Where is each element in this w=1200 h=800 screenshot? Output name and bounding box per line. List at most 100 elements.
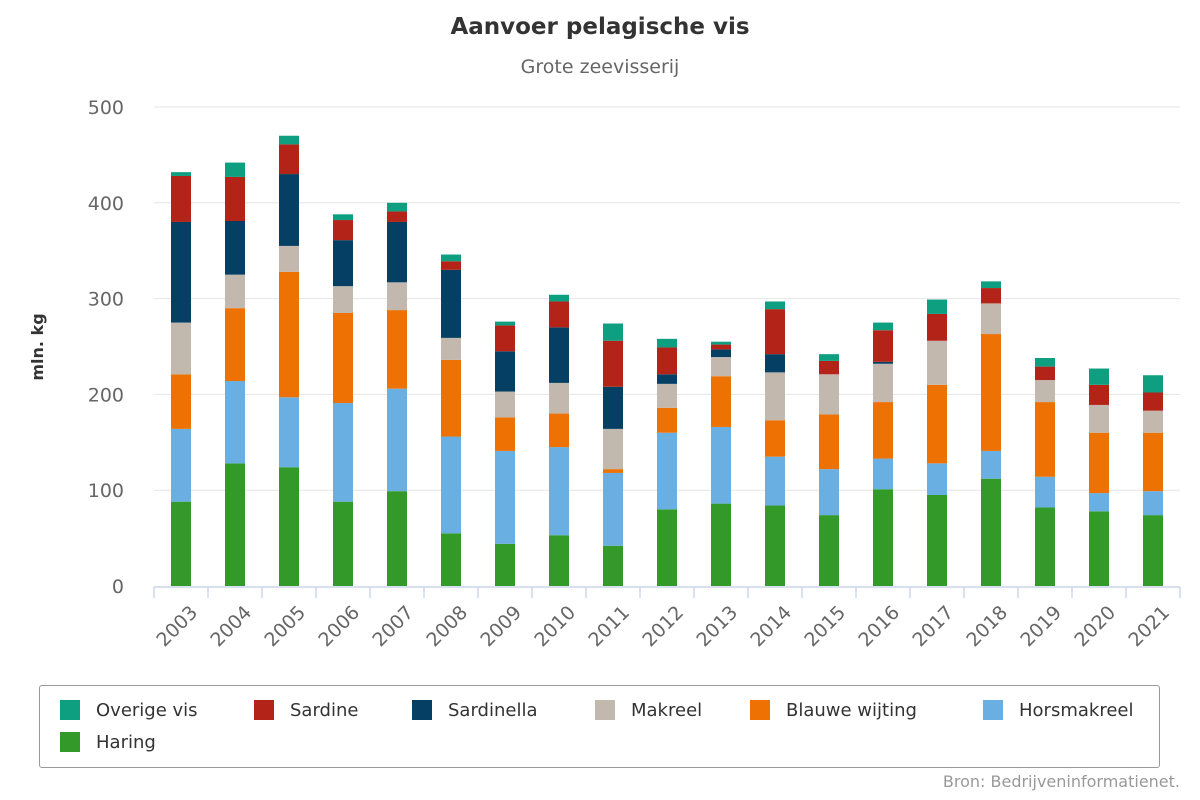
bar-segment[interactable]: [927, 494, 947, 586]
bar-segment[interactable]: [1089, 404, 1109, 433]
legend-item[interactable]: Haring: [60, 730, 156, 754]
bar-segment[interactable]: [225, 221, 245, 275]
bar-segment[interactable]: [1143, 392, 1163, 411]
bar-segment[interactable]: [171, 322, 191, 375]
bar-segment[interactable]: [441, 359, 461, 437]
bar-segment[interactable]: [387, 388, 407, 492]
bar-segment[interactable]: [279, 174, 299, 246]
bar-segment[interactable]: [549, 294, 569, 302]
bar-segment[interactable]: [1089, 493, 1109, 512]
legend-item[interactable]: Horsmakreel: [983, 698, 1133, 722]
bar-segment[interactable]: [441, 261, 461, 270]
bar-segment[interactable]: [549, 413, 569, 448]
bar-segment[interactable]: [711, 503, 731, 586]
bar-segment[interactable]: [603, 428, 623, 470]
bar-segment[interactable]: [819, 374, 839, 415]
legend-item[interactable]: Blauwe wijting: [750, 698, 917, 722]
bar-segment[interactable]: [765, 354, 785, 373]
bar-segment[interactable]: [819, 414, 839, 470]
bar-segment[interactable]: [1143, 410, 1163, 433]
bar-segment[interactable]: [387, 221, 407, 283]
bar-segment[interactable]: [711, 341, 731, 345]
bar-segment[interactable]: [711, 357, 731, 377]
bar-segment[interactable]: [603, 323, 623, 341]
bar-segment[interactable]: [873, 330, 893, 362]
bar-segment[interactable]: [495, 391, 515, 418]
bar-segment[interactable]: [657, 347, 677, 375]
bar-segment[interactable]: [225, 463, 245, 586]
bar-segment[interactable]: [333, 214, 353, 221]
bar-segment[interactable]: [333, 403, 353, 502]
bar-segment[interactable]: [1035, 366, 1055, 381]
bar-segment[interactable]: [765, 372, 785, 421]
bar-segment[interactable]: [711, 426, 731, 504]
bar-segment[interactable]: [819, 515, 839, 586]
bar-segment[interactable]: [441, 533, 461, 586]
bar-segment[interactable]: [225, 308, 245, 381]
bar-segment[interactable]: [1089, 511, 1109, 586]
bar-segment[interactable]: [711, 344, 731, 350]
bar-segment[interactable]: [549, 447, 569, 536]
bar-segment[interactable]: [873, 322, 893, 331]
bar-segment[interactable]: [549, 535, 569, 586]
bar-segment[interactable]: [1089, 432, 1109, 494]
legend-item[interactable]: Overige vis: [60, 698, 198, 722]
bar-segment[interactable]: [927, 384, 947, 464]
bar-segment[interactable]: [441, 269, 461, 338]
bar-segment[interactable]: [603, 472, 623, 546]
bar-segment[interactable]: [441, 337, 461, 360]
bar-segment[interactable]: [981, 303, 1001, 335]
bar-segment[interactable]: [387, 310, 407, 389]
bar-segment[interactable]: [657, 432, 677, 510]
bar-segment[interactable]: [927, 340, 947, 385]
bar-segment[interactable]: [1143, 515, 1163, 586]
bar-segment[interactable]: [171, 428, 191, 502]
bar-segment[interactable]: [873, 363, 893, 403]
bar-segment[interactable]: [549, 327, 569, 383]
bar-segment[interactable]: [495, 321, 515, 326]
bar-segment[interactable]: [1035, 380, 1055, 403]
bar-segment[interactable]: [711, 349, 731, 358]
bar-segment[interactable]: [333, 286, 353, 313]
bar-segment[interactable]: [981, 450, 1001, 479]
bar-segment[interactable]: [981, 281, 1001, 289]
bar-segment[interactable]: [171, 374, 191, 429]
bar-segment[interactable]: [765, 420, 785, 457]
bar-segment[interactable]: [981, 334, 1001, 451]
bar-segment[interactable]: [279, 135, 299, 145]
legend-item[interactable]: Sardinella: [412, 698, 537, 722]
bar-segment[interactable]: [765, 456, 785, 506]
bar-segment[interactable]: [981, 478, 1001, 586]
bar-segment[interactable]: [873, 402, 893, 459]
bar-segment[interactable]: [495, 325, 515, 352]
bar-segment[interactable]: [279, 271, 299, 398]
bar-segment[interactable]: [441, 436, 461, 534]
bar-segment[interactable]: [657, 383, 677, 408]
bar-segment[interactable]: [495, 351, 515, 392]
bar-segment[interactable]: [279, 144, 299, 175]
bar-segment[interactable]: [603, 545, 623, 586]
bar-segment[interactable]: [171, 221, 191, 323]
bar-segment[interactable]: [1143, 491, 1163, 516]
bar-segment[interactable]: [387, 282, 407, 311]
bar-segment[interactable]: [981, 288, 1001, 304]
bar-segment[interactable]: [225, 274, 245, 309]
bar-segment[interactable]: [927, 299, 947, 314]
bar-segment[interactable]: [927, 313, 947, 341]
bar-segment[interactable]: [495, 450, 515, 544]
bar-segment[interactable]: [495, 417, 515, 451]
bar-segment[interactable]: [171, 175, 191, 222]
bar-segment[interactable]: [225, 162, 245, 177]
bar-segment[interactable]: [1035, 507, 1055, 586]
bar-segment[interactable]: [765, 301, 785, 310]
bar-segment[interactable]: [171, 172, 191, 176]
bar-segment[interactable]: [873, 489, 893, 586]
bar-segment[interactable]: [333, 501, 353, 586]
bar-segment[interactable]: [333, 240, 353, 287]
bar-segment[interactable]: [819, 354, 839, 361]
bar-segment[interactable]: [819, 469, 839, 516]
bar-segment[interactable]: [927, 463, 947, 495]
bar-segment[interactable]: [171, 501, 191, 586]
bar-segment[interactable]: [279, 245, 299, 272]
bar-segment[interactable]: [1035, 402, 1055, 477]
